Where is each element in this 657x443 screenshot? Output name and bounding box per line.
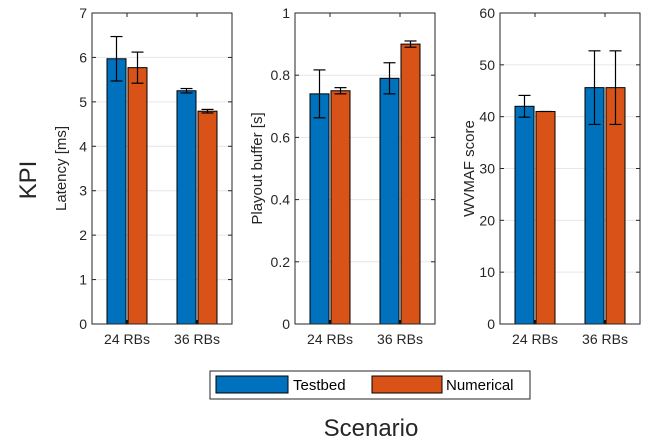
- legend-swatch-numerical: [371, 375, 443, 394]
- error-bar: [334, 87, 347, 95]
- x-tick-label: 36 RBs: [377, 331, 423, 347]
- y-tick-label: 1: [79, 272, 87, 288]
- error-bar: [180, 87, 193, 94]
- y-axis-label: Latency [ms]: [53, 126, 70, 211]
- figure-ylabel: KPI: [15, 161, 42, 200]
- y-tick-label: 50: [479, 57, 495, 73]
- error-bar: [518, 94, 531, 118]
- legend-label-testbed: Testbed: [293, 377, 346, 394]
- bar-numerical: [535, 110, 556, 325]
- y-tick-label: 60: [479, 5, 495, 21]
- y-tick-label: 4: [79, 138, 87, 154]
- chart-panel-3: 0 10 20 30 40 50 60 24 RBs 36 RBs WVMAF score: [461, 5, 641, 347]
- bar-numerical: [400, 43, 421, 325]
- legend-swatch-testbed: [215, 375, 289, 394]
- y-axis-label: WVMAF score: [461, 120, 478, 217]
- x-tick-label: 36 RBs: [582, 331, 628, 347]
- y-tick-label: 30: [479, 161, 495, 177]
- y-tick-label: 0.8: [271, 67, 291, 83]
- x-tick-label: 24 RBs: [104, 331, 150, 347]
- bar-testbed: [176, 90, 197, 325]
- y-tick-label: 3: [79, 183, 87, 199]
- error-bar: [404, 40, 417, 48]
- axes-box: [91, 12, 233, 325]
- y-tick-label: 7: [79, 5, 87, 21]
- y-axis-label: Playout buffer [s]: [249, 112, 266, 224]
- bar-testbed: [309, 93, 330, 325]
- figure-xlabel: Scenario: [324, 415, 419, 442]
- chart-panel-2: 0 0.2 0.4 0.6 0.8 1 24 RBs 36 RBs Playout buffer…: [249, 5, 436, 347]
- y-tick-label: 0.6: [271, 129, 291, 145]
- y-tick-label: 2: [79, 227, 87, 243]
- y-tick-label: 5: [79, 94, 87, 110]
- y-tick-label: 40: [479, 109, 495, 125]
- y-tick-label: 0: [79, 316, 87, 332]
- x-tick-label: 36 RBs: [174, 331, 220, 347]
- y-tick-label: 0: [487, 316, 495, 332]
- bar-testbed: [379, 77, 400, 325]
- bar-numerical: [127, 67, 148, 325]
- x-tick-label: 24 RBs: [307, 331, 353, 347]
- error-bar: [609, 50, 622, 126]
- y-tick-label: 0.4: [271, 192, 291, 208]
- error-bar: [588, 50, 601, 126]
- y-tick-label: 6: [79, 49, 87, 65]
- axes-box: [294, 12, 436, 325]
- y-tick-label: 0.2: [271, 254, 291, 270]
- error-bar: [313, 69, 326, 119]
- legend-label-numerical: Numerical: [446, 377, 514, 394]
- y-tick-label: 0: [282, 316, 290, 332]
- error-bar: [383, 62, 396, 95]
- legend: Testbed Numerical: [209, 370, 531, 400]
- axes-box: [499, 12, 641, 325]
- error-bar: [131, 51, 144, 84]
- bar-testbed: [106, 58, 127, 325]
- error-bar: [110, 35, 123, 82]
- bar-numerical: [197, 110, 218, 325]
- error-bar: [201, 108, 214, 114]
- y-tick-label: 10: [479, 264, 495, 280]
- chart-panel-1: 0 1 2 3 4 5 6 7 24 RBs 36 RBs Latency [ms]: [53, 5, 233, 347]
- bar-numerical: [330, 90, 351, 325]
- y-tick-label: 20: [479, 212, 495, 228]
- x-tick-label: 24 RBs: [512, 331, 558, 347]
- bar-testbed: [514, 105, 535, 325]
- y-tick-label: 1: [282, 5, 290, 21]
